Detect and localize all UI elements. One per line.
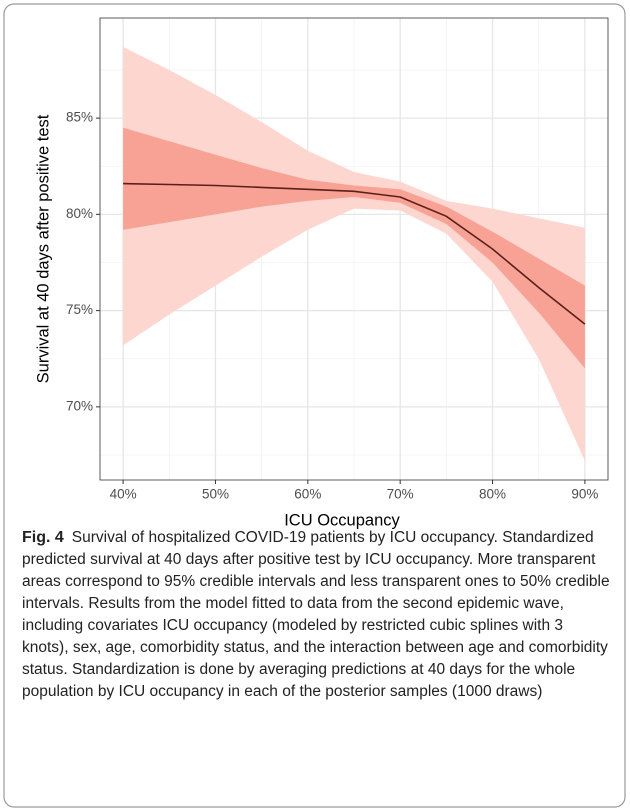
y-tick-label: 70% [66,398,93,413]
caption-text: Survival of hospitalized COVID-19 patien… [22,529,610,700]
credible-band [123,127,585,369]
caption: Fig. 4 Survival of hospitalized COVID-19 … [22,527,612,703]
x-tick-label: 70% [387,487,414,502]
panel-border [99,17,609,481]
y-axis-label: Survival at 40 days after positive test [34,114,52,383]
x-tick-label: 90% [571,487,598,502]
y-tick-label: 75% [66,302,93,317]
caption-label: Fig. 4 [22,529,64,546]
y-tick-label: 85% [66,110,93,125]
x-tick-label: 50% [202,487,229,502]
x-tick-label: 60% [294,487,321,502]
line [123,182,586,325]
x-axis-label: ICU Occupancy [284,511,400,529]
credible-band [123,46,585,461]
x-tick-label: 80% [479,487,506,502]
x-tick-label: 40% [110,487,137,502]
y-tick-label: 80% [66,206,93,221]
figure-border [3,3,626,808]
